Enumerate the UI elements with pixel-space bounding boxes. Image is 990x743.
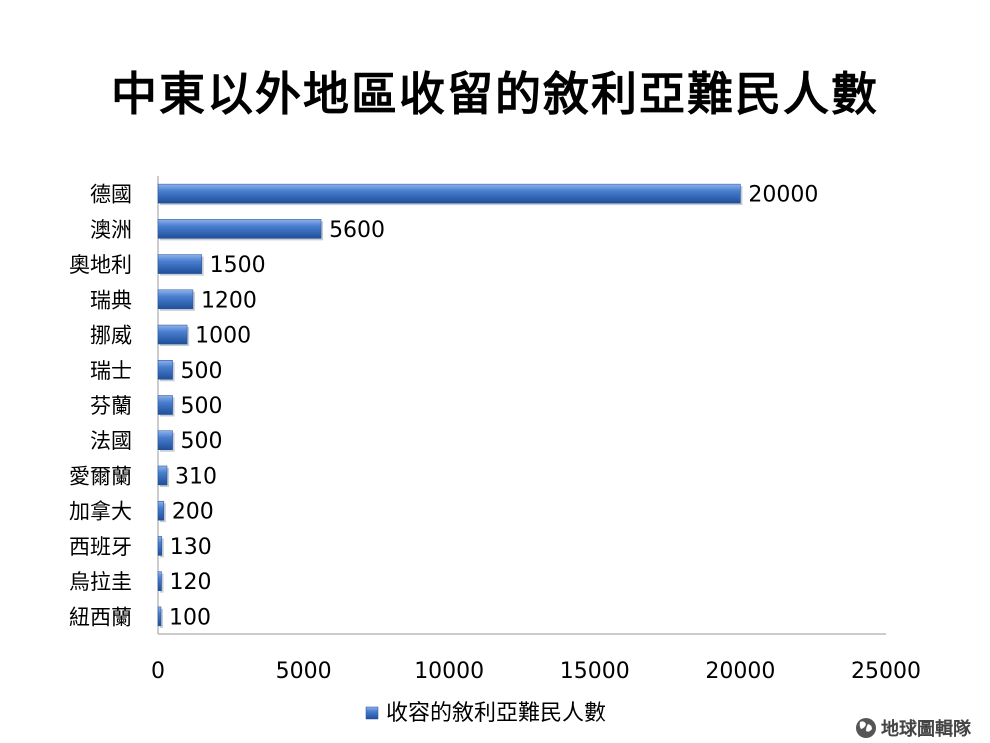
- category-label: 奧地利: [69, 253, 132, 277]
- bar: [157, 500, 165, 521]
- bar: [157, 465, 168, 486]
- bar: [157, 536, 163, 556]
- data-label: 200: [172, 500, 214, 525]
- data-label: 1200: [201, 288, 257, 313]
- bar-shadow: [160, 573, 164, 593]
- data-label: 5600: [329, 218, 385, 243]
- x-tick-label: 20000: [705, 659, 775, 684]
- data-label: 100: [169, 605, 211, 630]
- category-label: 德國: [90, 183, 132, 207]
- bar: [157, 254, 202, 274]
- bar: [157, 606, 162, 627]
- x-tick-label: 10000: [414, 659, 484, 684]
- bar: [157, 395, 173, 415]
- data-label: 120: [169, 570, 211, 595]
- data-label: 500: [181, 429, 223, 454]
- legend-swatch: [365, 706, 379, 720]
- category-label: 瑞士: [90, 359, 132, 383]
- bar: [157, 324, 188, 345]
- category-label: 法國: [90, 429, 132, 453]
- watermark-text: 地球圖輯隊: [881, 718, 972, 740]
- category-label: 加拿大: [69, 500, 132, 524]
- category-label: 愛爾蘭: [69, 464, 132, 488]
- category-label: 西班牙: [69, 535, 132, 559]
- x-tick-label: 5000: [276, 659, 332, 684]
- category-label: 瑞典: [90, 288, 132, 312]
- data-label: 500: [181, 359, 223, 384]
- category-label: 紐西蘭: [69, 605, 132, 629]
- data-label: 500: [181, 394, 223, 419]
- data-label: 1000: [195, 324, 251, 349]
- data-label: 1500: [210, 253, 266, 278]
- category-label: 芬蘭: [90, 394, 132, 418]
- bar: [157, 571, 162, 591]
- category-label: 烏拉圭: [69, 570, 132, 594]
- globe-icon: [856, 718, 876, 738]
- bar: [157, 360, 173, 380]
- legend-label: 收容的敘利亞難民人數: [386, 701, 606, 726]
- bar-shadow: [160, 608, 163, 628]
- bar: [157, 289, 194, 310]
- category-label: 澳洲: [90, 218, 132, 242]
- x-tick-label: 0: [151, 659, 165, 684]
- x-tick-label: 25000: [851, 659, 921, 684]
- data-label: 310: [175, 464, 217, 489]
- bar: [157, 430, 173, 450]
- data-label: 130: [170, 535, 212, 560]
- chart-title: 中東以外地區收留的敘利亞難民人數: [111, 67, 879, 121]
- category-label: 挪威: [90, 324, 132, 348]
- data-label: 20000: [748, 183, 818, 208]
- bar: [157, 183, 741, 204]
- x-tick-label: 15000: [560, 659, 630, 684]
- bar: [157, 219, 322, 239]
